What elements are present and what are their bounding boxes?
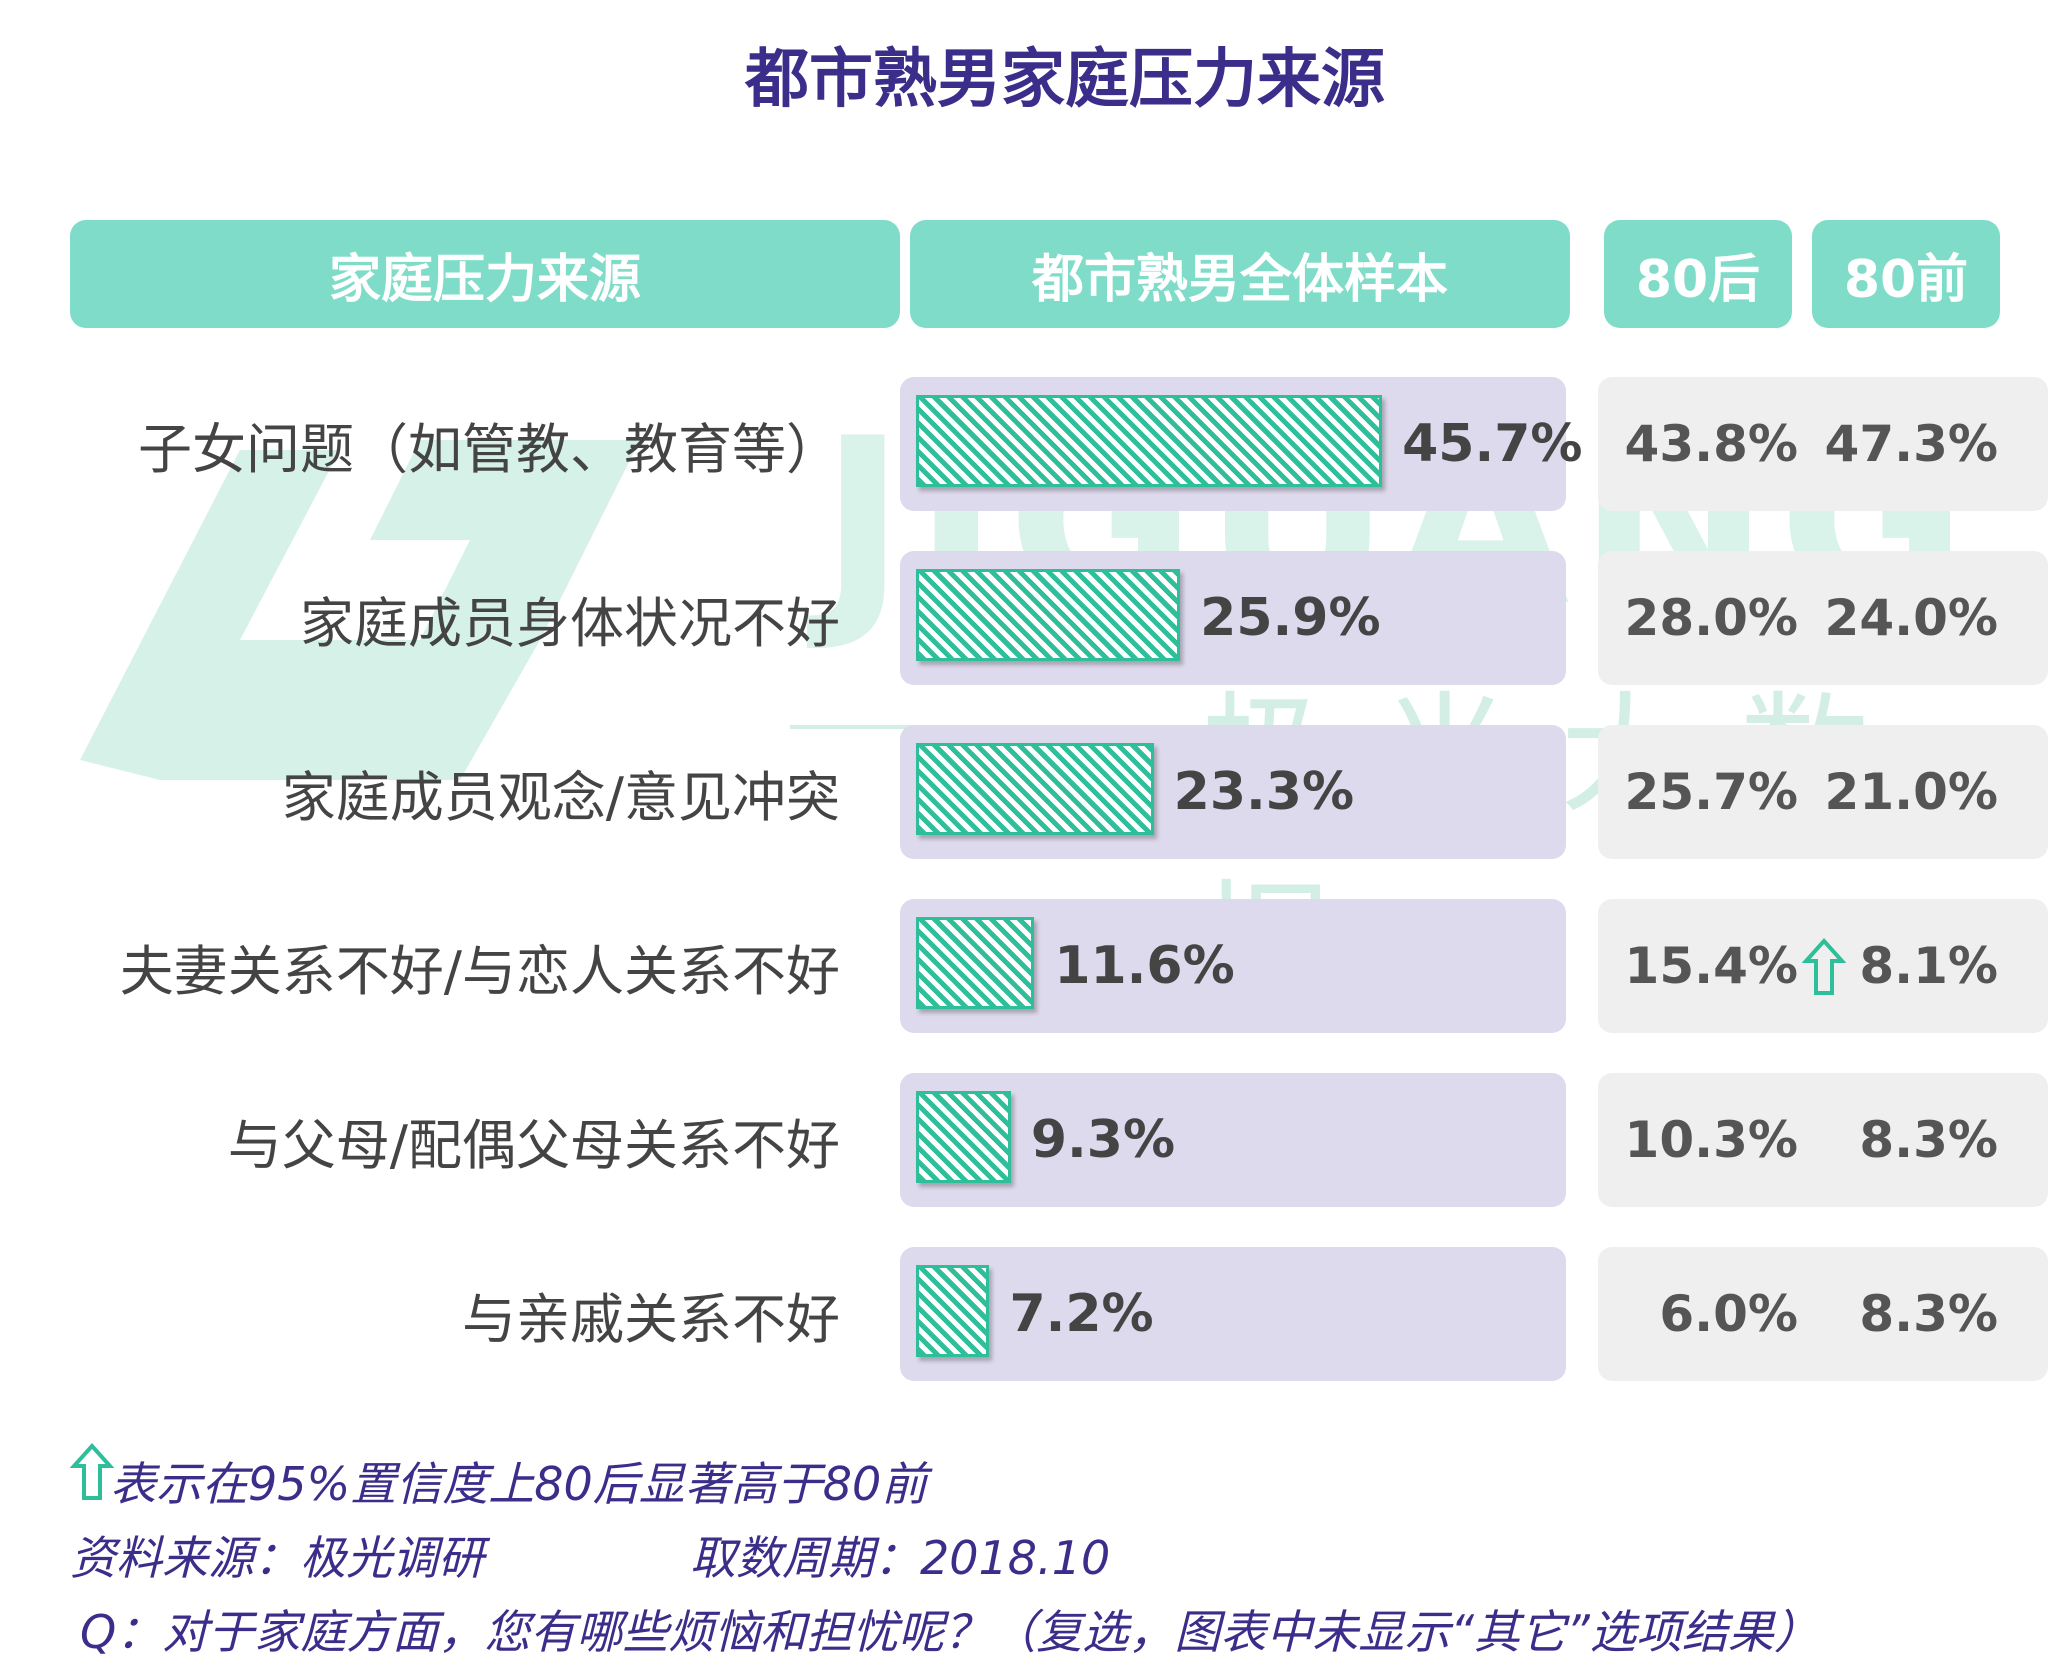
category-label: 夫妻关系不好/与恋人关系不好 xyxy=(119,939,840,1003)
row-background xyxy=(900,1073,1566,1207)
post80-value: 43.8% xyxy=(1624,415,1798,473)
category-label: 家庭成员身体状况不好 xyxy=(300,591,840,655)
post80-value: 10.3% xyxy=(1624,1111,1798,1169)
pre80-value: 8.1% xyxy=(1859,937,1998,995)
legend-note: 表示在95%置信度上80后显著高于80前 xyxy=(110,1457,928,1511)
subgroup-background xyxy=(1598,377,2048,511)
watermark-logo-icon xyxy=(80,440,640,780)
subgroup-background xyxy=(1598,899,2048,1033)
significance-arrow-icon xyxy=(1802,938,1846,995)
category-label: 与亲戚关系不好 xyxy=(462,1287,840,1351)
subgroup-background xyxy=(1598,1073,2048,1207)
bar xyxy=(916,743,1154,835)
period-note: 取数周期：2018.10 xyxy=(690,1531,1111,1585)
bar xyxy=(916,1265,990,1357)
post80-value: 28.0% xyxy=(1624,589,1798,647)
header-source: 家庭压力来源 xyxy=(70,220,900,328)
page-title: 都市熟男家庭压力来源 xyxy=(745,43,1385,117)
pre80-value: 8.3% xyxy=(1859,1285,1998,1343)
subgroup-background xyxy=(1598,551,2048,685)
header-post80: 80后 xyxy=(1604,220,1792,328)
category-label: 家庭成员观念/意见冲突 xyxy=(281,765,840,829)
row-background xyxy=(900,1247,1566,1381)
post80-value: 25.7% xyxy=(1624,763,1798,821)
bar xyxy=(916,569,1181,661)
bar-value-label: 45.7% xyxy=(1402,414,1583,474)
subgroup-background xyxy=(1598,1247,2048,1381)
pre80-value: 24.0% xyxy=(1824,589,1998,647)
category-label: 与父母/配偶父母关系不好 xyxy=(227,1113,840,1177)
bar-value-label: 7.2% xyxy=(1009,1284,1154,1344)
bar xyxy=(916,1091,1011,1183)
significance-arrow-icon xyxy=(70,1443,114,1500)
header-total: 都市熟男全体样本 xyxy=(910,220,1570,328)
bar-value-label: 11.6% xyxy=(1054,936,1235,996)
bar-value-label: 25.9% xyxy=(1200,588,1381,648)
header-pre80: 80前 xyxy=(1812,220,2000,328)
question-note: Q：对于家庭方面，您有哪些烦恼和担忧呢？（复选，图表中未显示“其它”选项结果） xyxy=(80,1605,1820,1659)
source-note: 资料来源：极光调研 xyxy=(70,1531,484,1585)
post80-value: 15.4% xyxy=(1624,937,1798,995)
pre80-value: 8.3% xyxy=(1859,1111,1998,1169)
pre80-value: 47.3% xyxy=(1824,415,1998,473)
bar xyxy=(916,917,1035,1009)
bar xyxy=(916,395,1383,487)
bar-value-label: 23.3% xyxy=(1173,762,1355,822)
subgroup-background xyxy=(1598,725,2048,859)
pre80-value: 21.0% xyxy=(1824,763,1998,821)
category-label: 子女问题（如管教、教育等） xyxy=(138,417,840,481)
bar-value-label: 9.3% xyxy=(1030,1110,1176,1170)
post80-value: 6.0% xyxy=(1659,1285,1798,1343)
